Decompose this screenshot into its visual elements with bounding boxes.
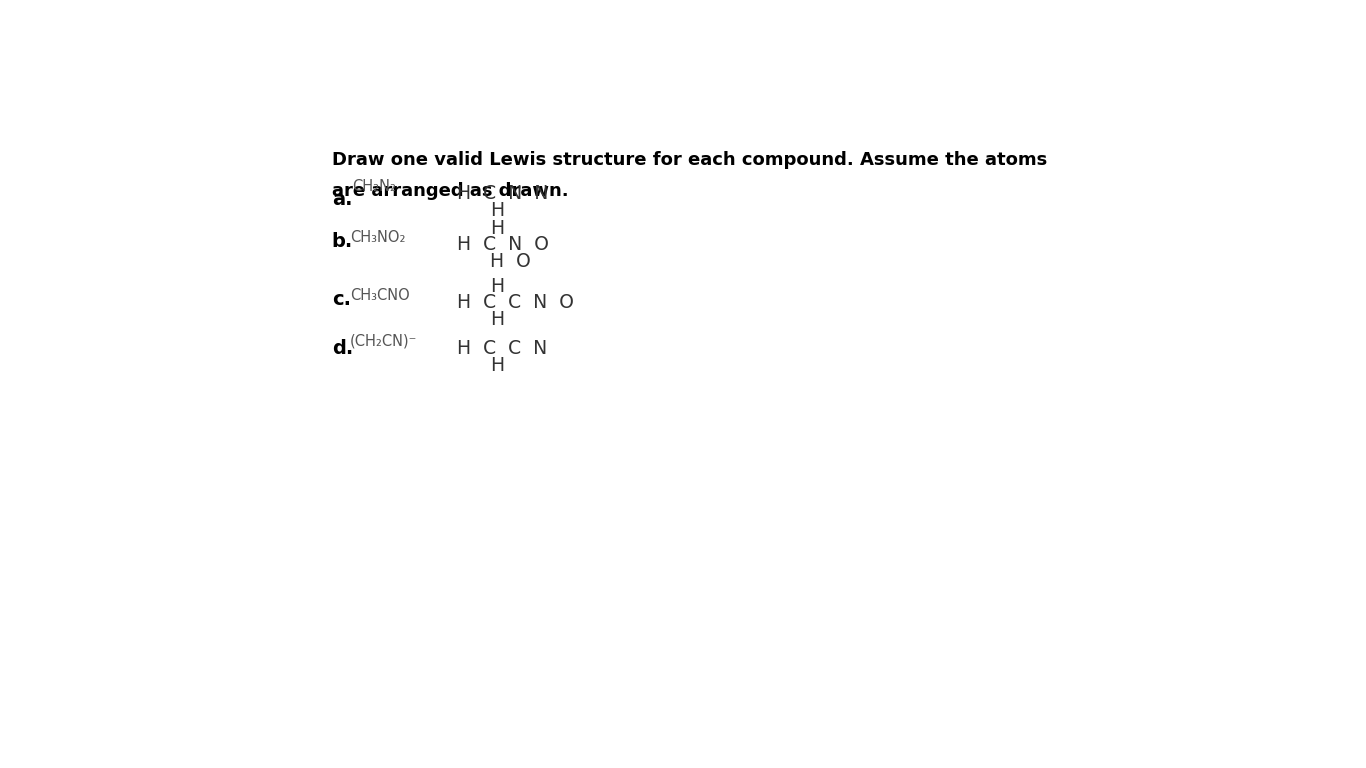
Text: CH₃CNO: CH₃CNO [350,288,410,303]
Text: H  C  C  N  O: H C C N O [456,293,574,312]
Text: (CH₂CN)⁻: (CH₂CN)⁻ [350,334,417,349]
Text: H: H [490,219,504,237]
Text: are arranged as drawn.: are arranged as drawn. [332,182,568,200]
Text: c.: c. [332,290,351,309]
Text: CH₃NO₂: CH₃NO₂ [350,230,406,245]
Text: H: H [490,356,504,375]
Text: d.: d. [332,339,352,359]
Text: H  O: H O [490,252,531,271]
Text: H  C  N  O: H C N O [456,235,549,254]
Text: H  C  C  N: H C C N [456,339,546,359]
Text: H: H [490,310,504,329]
Text: b.: b. [332,232,352,250]
Text: CH₂N₂: CH₂N₂ [352,179,396,194]
Text: H  C  N  N: H C N N [456,184,548,204]
Text: a.: a. [332,190,352,210]
Text: H: H [490,276,504,296]
Text: H: H [490,201,504,220]
Text: Draw one valid Lewis structure for each compound. Assume the atoms: Draw one valid Lewis structure for each … [332,151,1046,169]
